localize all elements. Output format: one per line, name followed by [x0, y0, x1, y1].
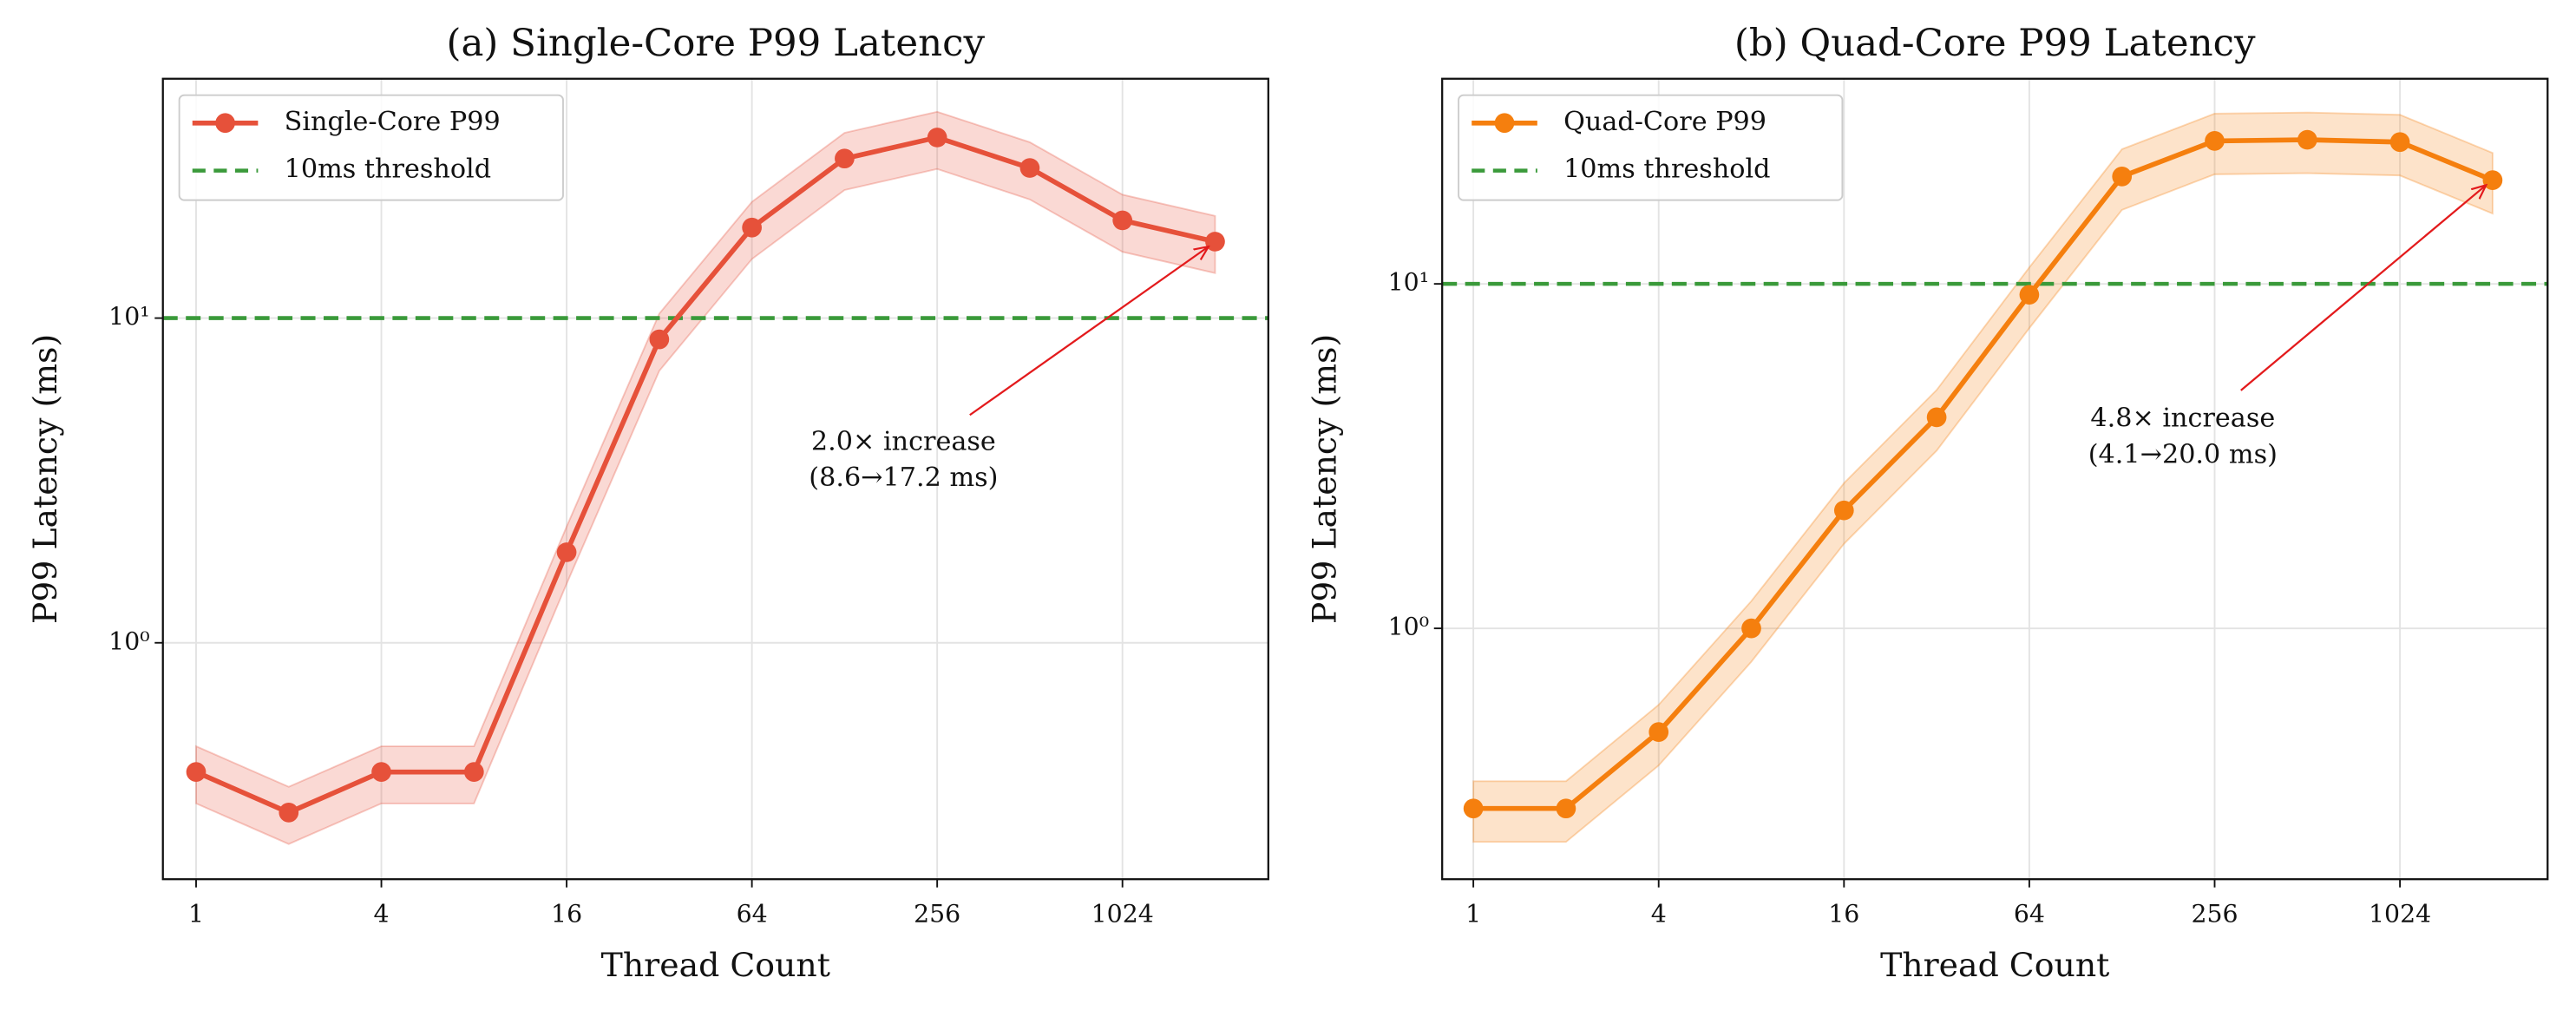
subplot: (a) Single-Core P99 Latency 1 4 16 64 256 1024… — [26, 22, 1269, 984]
data-point — [279, 803, 299, 823]
x-tick-label: 1 — [188, 899, 204, 928]
data-point — [1649, 722, 1669, 742]
data-point — [1463, 798, 1484, 819]
y-tick-label: 10⁰ — [108, 627, 149, 655]
chart-title: (a) Single-Core P99 Latency — [447, 22, 986, 65]
plot-frame — [161, 77, 1269, 881]
data-point — [1741, 618, 1761, 639]
x-axis-label: Thread Count — [1880, 946, 2109, 984]
data-point — [835, 148, 855, 169]
legend-label: 10ms threshold — [285, 154, 491, 185]
annotation-arrow — [2240, 185, 2487, 391]
x-tick-label: 16 — [1828, 899, 1859, 928]
x-tick-label: 64 — [737, 899, 768, 928]
annotation-text: 2.0× increase — [811, 426, 996, 456]
y-tick-label: 10¹ — [1388, 268, 1429, 297]
series-line — [1473, 137, 2494, 811]
chart-title: (b) Quad-Core P99 Latency — [1734, 22, 2256, 65]
data-point — [2019, 285, 2040, 305]
data-point — [649, 329, 670, 350]
data-point — [742, 217, 762, 238]
data-point — [1205, 232, 1225, 252]
x-tick-label: 1024 — [2369, 899, 2431, 928]
legend-swatch-marker — [215, 113, 235, 134]
data-point — [1833, 500, 1854, 521]
confidence-band — [1472, 111, 2494, 843]
x-tick-label: 256 — [2191, 899, 2238, 928]
confidence-band — [195, 110, 1216, 845]
x-tick-label: 4 — [1651, 899, 1667, 928]
annotation-text: (8.6→17.2 ms) — [809, 463, 998, 493]
legend-label: Quad-Core P99 — [1563, 107, 1766, 137]
legend-box — [1458, 94, 1844, 201]
legend-label: 10ms threshold — [1563, 154, 1770, 185]
data-point — [556, 542, 577, 562]
legend-box — [178, 94, 564, 201]
x-tick-label: 1 — [1465, 899, 1481, 928]
data-point — [2205, 131, 2225, 151]
data-point — [463, 762, 484, 782]
data-point — [2297, 129, 2317, 150]
data-point — [1019, 158, 1040, 178]
x-tick-label: 4 — [374, 899, 390, 928]
data-point — [927, 128, 947, 148]
legend-label: Single-Core P99 — [285, 107, 501, 137]
x-tick-label: 64 — [2014, 899, 2045, 928]
x-tick-label: 1024 — [1091, 899, 1154, 928]
y-axis-label: P99 Latency (ms) — [26, 334, 64, 624]
annotation-arrow — [969, 246, 1209, 417]
data-point — [186, 762, 206, 782]
data-point — [2112, 167, 2133, 187]
data-point — [2482, 170, 2503, 190]
y-tick-label: 10⁰ — [1388, 613, 1429, 641]
data-point — [2389, 132, 2410, 153]
y-axis-label: P99 Latency (ms) — [1305, 334, 1343, 624]
x-tick-label: 256 — [914, 899, 960, 928]
annotation-text: 4.8× increase — [2090, 404, 2275, 434]
annotation-text: (4.1→20.0 ms) — [2088, 439, 2278, 469]
plot-frame — [1441, 77, 2549, 881]
x-tick-label: 16 — [551, 899, 582, 928]
data-point — [371, 762, 391, 782]
data-point — [1112, 210, 1133, 231]
x-axis-label: Thread Count — [601, 946, 830, 984]
data-point — [1926, 407, 1947, 428]
y-tick-label: 10¹ — [108, 302, 149, 331]
subplot: (b) Quad-Core P99 Latency 1 4 16 64 256 1024 10… — [1305, 22, 2549, 984]
data-point — [1556, 798, 1576, 819]
legend-swatch-marker — [1494, 113, 1515, 134]
series-line — [194, 135, 1216, 816]
